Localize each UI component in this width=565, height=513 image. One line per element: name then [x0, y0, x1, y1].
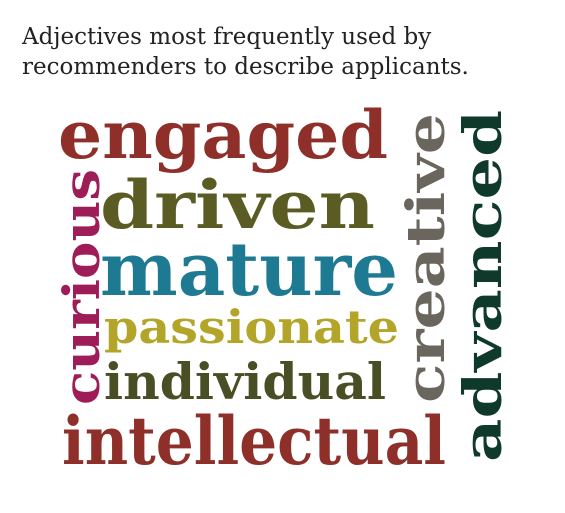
word-creative: creative [396, 113, 457, 403]
word-intellectual: intellectual [62, 402, 446, 480]
word-individual: individual [104, 352, 386, 411]
word-engaged: engaged [58, 96, 388, 174]
word-curious: curious [52, 169, 111, 405]
word-advanced: advanced [453, 110, 514, 462]
title-line-2: recommenders to describe applicants. [22, 54, 469, 80]
word-mature: mature [100, 227, 398, 313]
word-passionate: passionate [104, 300, 399, 354]
word-driven: driven [100, 166, 375, 244]
page-title: Adjectives most frequently used by recom… [22, 22, 562, 82]
title-line-1: Adjectives most frequently used by [22, 24, 432, 50]
